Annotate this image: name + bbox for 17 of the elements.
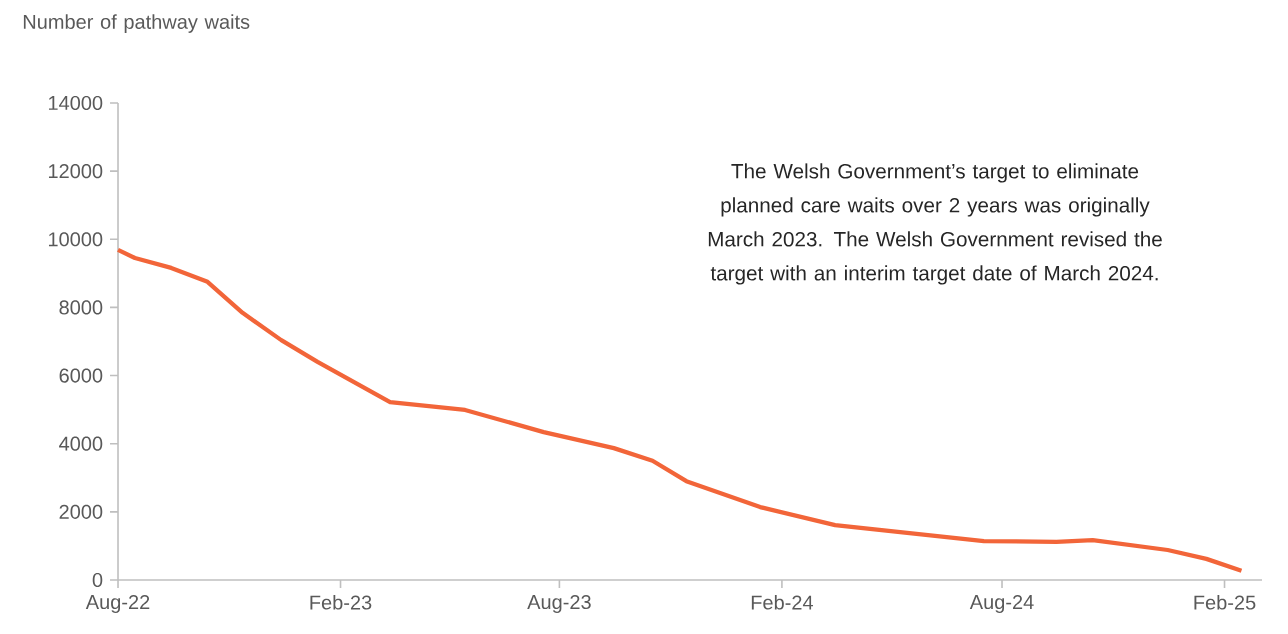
y-tick-label: 2000 [59,504,103,519]
y-tick-label: 8000 [59,300,103,315]
annotation: The Welsh Government’s target to eliminate planned care waits over 2 years was originally March 2023. The Welsh Government revised the target with an interim target date of March 2024. [708,163,1162,285]
line-series [115,247,1244,573]
x-tick-label: Feb-24 [751,594,814,610]
y-tick-label: 10000 [48,232,103,247]
y-tick-label: 14000 [48,95,103,111]
x-tick-label: Feb-25 [1194,594,1256,610]
x-tick-label: Aug-24 [969,594,1034,614]
x-tick-label: Aug-22 [85,594,150,614]
x-tick-label: Feb-23 [310,594,372,610]
y-tick-label: 6000 [59,368,103,383]
y-tick-label: 4000 [59,436,103,451]
y-axis-title: Number of pathway waits [23,14,250,33]
x-tick-label: Aug-23 [527,594,591,614]
y-tick-label: 0 [92,572,103,588]
y-tick-label: 12000 [48,164,103,179]
